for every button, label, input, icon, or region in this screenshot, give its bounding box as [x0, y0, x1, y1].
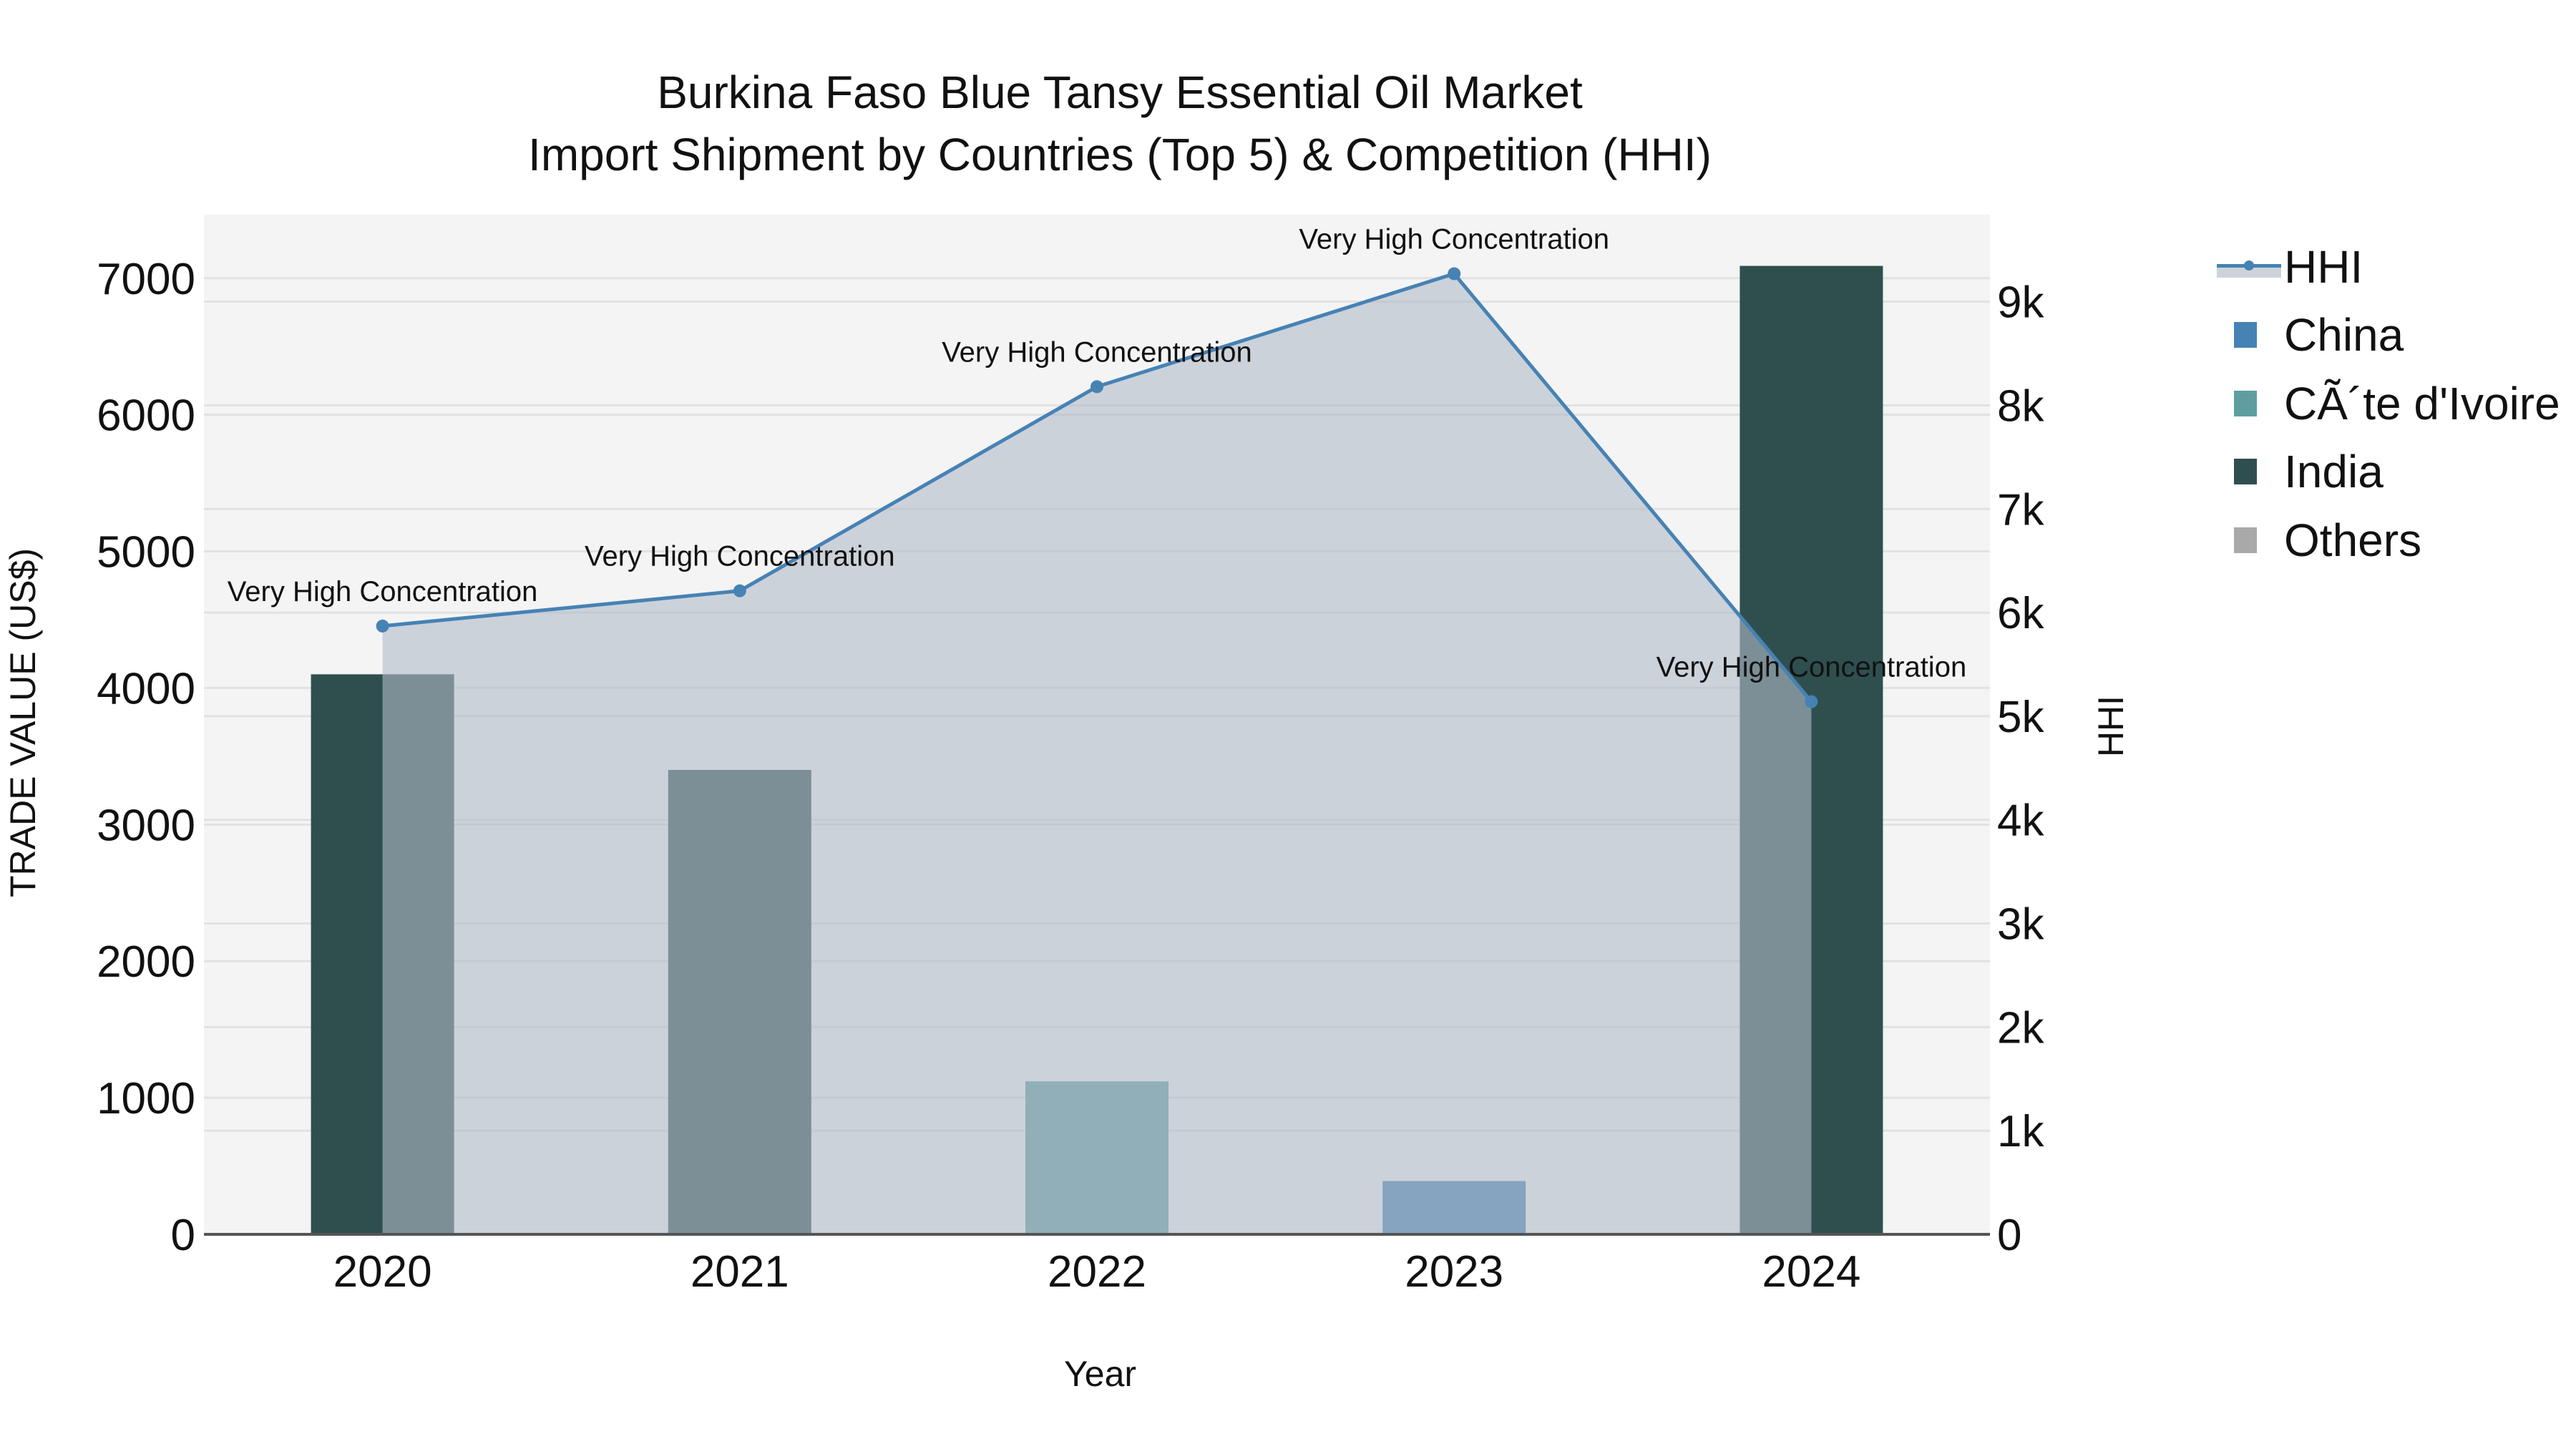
x-tick-label: 2024	[1762, 1247, 1860, 1297]
square-swatch-icon	[2234, 390, 2257, 416]
y-axis-left-title: TRADE VALUE (US$)	[3, 547, 43, 898]
y-left-tick-label: 7000	[97, 255, 195, 304]
legend-label: India	[2284, 446, 2384, 498]
legend-label: CÃ´te d'Ivoire	[2284, 377, 2560, 429]
y-right-tick-label: 7k	[1997, 485, 2044, 535]
y-right-tick-label: 2k	[1997, 1003, 2044, 1053]
square-swatch-icon	[2234, 459, 2257, 485]
y-axis-right-title: HHI	[2091, 695, 2131, 758]
hhi-annotation: Very High Concentration	[585, 541, 895, 572]
x-tick-label: 2023	[1405, 1247, 1503, 1297]
y-left-tick-label: 0	[171, 1211, 195, 1260]
y-left-tick-label: 5000	[97, 528, 195, 577]
square-swatch-icon	[2234, 527, 2257, 553]
y-right-tick-label: 4k	[1997, 796, 2044, 846]
hhi-point-2024[interactable]	[1805, 695, 1818, 708]
y-left-tick-label: 3000	[97, 801, 195, 850]
y-left-tick-label: 6000	[97, 391, 195, 441]
hhi-annotation: Very High Concentration	[228, 576, 538, 608]
hhi-annotation: Very High Concentration	[1299, 224, 1609, 255]
hhi-annotation: Very High Concentration	[942, 336, 1252, 368]
square-swatch-icon	[2234, 322, 2257, 348]
hhi-point-2021[interactable]	[733, 584, 746, 597]
y-left-tick-label: 4000	[97, 664, 195, 713]
legend-label: HHI	[2284, 240, 2363, 293]
y-right-tick-label: 6k	[1997, 589, 2044, 638]
y-right-tick-label: 1k	[1997, 1107, 2044, 1156]
x-tick-label: 2020	[333, 1247, 432, 1297]
x-tick-label: 2021	[691, 1247, 789, 1297]
y-right-tick-label: 0	[1997, 1211, 2021, 1260]
y-right-tick-label: 9k	[1997, 278, 2044, 328]
x-axis-title: Year	[1064, 1354, 1137, 1394]
legend-label: China	[2284, 309, 2404, 361]
y-right-tick-label: 8k	[1997, 381, 2044, 431]
y-left-tick-label: 2000	[97, 937, 195, 987]
y-left-tick-label: 1000	[97, 1074, 195, 1123]
line-marker-icon	[2217, 260, 2281, 278]
x-tick-label: 2022	[1048, 1247, 1146, 1297]
y-right-tick-label: 3k	[1997, 900, 2044, 950]
chart-title-line-2: Import Shipment by Countries (Top 5) & C…	[528, 129, 1712, 180]
y-right-tick-label: 5k	[1997, 693, 2044, 742]
hhi-point-2022[interactable]	[1091, 380, 1103, 394]
hhi-area	[382, 273, 1812, 1234]
hhi-point-2020[interactable]	[376, 619, 389, 633]
legend-label: Others	[2284, 514, 2422, 566]
chart-title-line-1: Burkina Faso Blue Tansy Essential Oil Ma…	[657, 67, 1583, 118]
hhi-point-2023[interactable]	[1448, 267, 1461, 280]
hhi-annotation: Very High Concentration	[1657, 652, 1967, 683]
